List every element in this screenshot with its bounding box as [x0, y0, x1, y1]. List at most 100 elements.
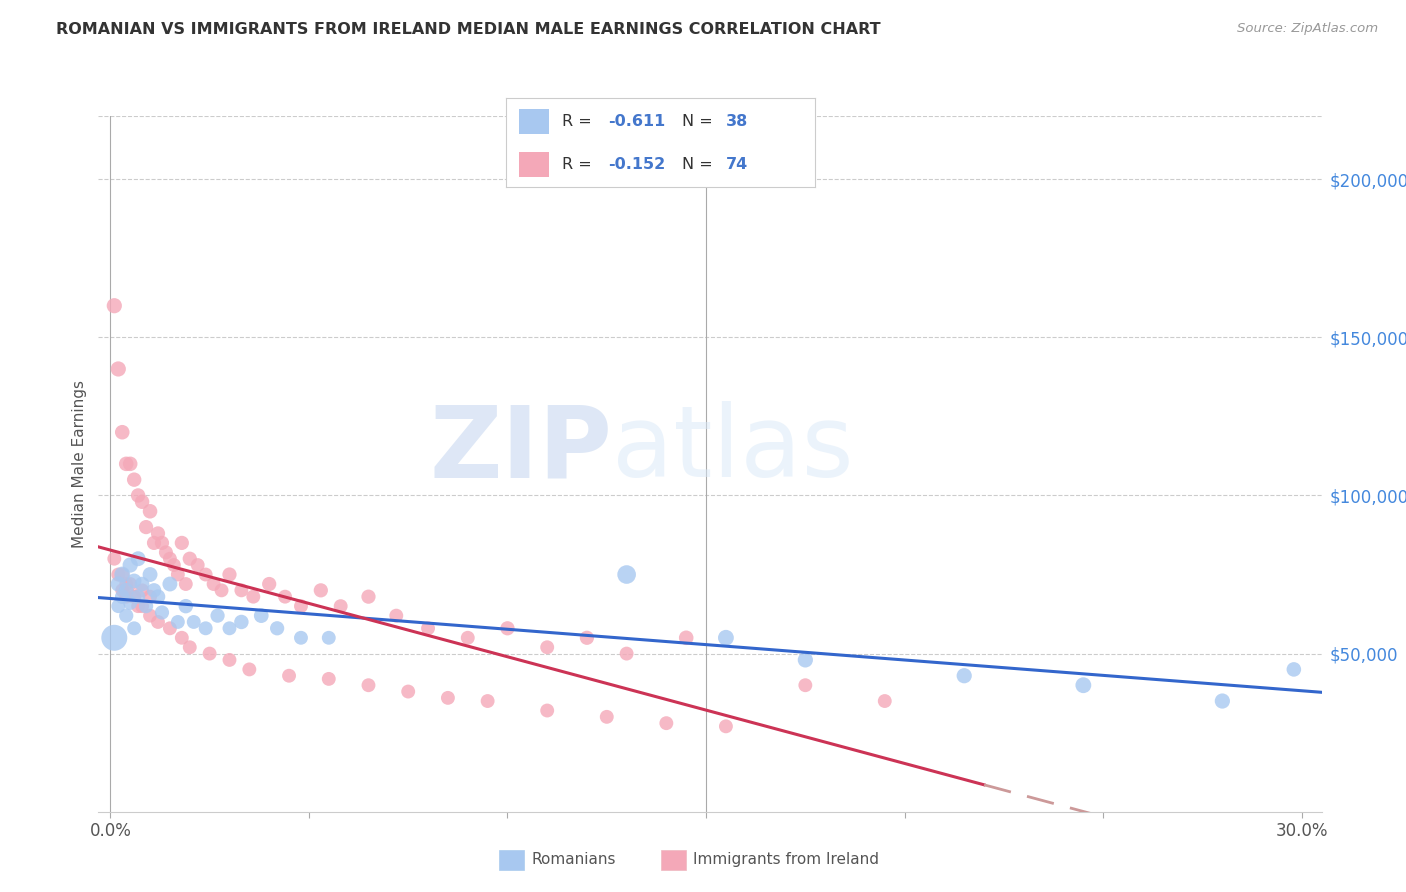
Point — [187, 558, 209, 572]
Point — [174, 577, 197, 591]
Point — [211, 583, 233, 598]
Point — [139, 567, 162, 582]
Point — [873, 694, 896, 708]
Text: atlas: atlas — [612, 401, 853, 499]
Point — [159, 577, 181, 591]
Point — [107, 362, 129, 376]
Point — [318, 631, 340, 645]
Bar — [519, 109, 550, 134]
Point — [714, 719, 737, 733]
Point — [218, 621, 240, 635]
Text: -0.611: -0.611 — [609, 114, 665, 128]
Point — [318, 672, 340, 686]
Point — [139, 504, 162, 518]
Point — [309, 583, 332, 598]
Point — [357, 590, 380, 604]
Point — [107, 599, 129, 614]
Text: N =: N = — [682, 157, 718, 171]
Point — [159, 621, 181, 635]
Point — [202, 577, 225, 591]
Point — [174, 599, 197, 614]
Point — [146, 526, 169, 541]
Point — [179, 640, 201, 655]
Point — [103, 299, 125, 313]
Point — [127, 599, 149, 614]
Point — [115, 608, 138, 623]
Text: R =: R = — [562, 157, 596, 171]
Text: ROMANIAN VS IMMIGRANTS FROM IRELAND MEDIAN MALE EARNINGS CORRELATION CHART: ROMANIAN VS IMMIGRANTS FROM IRELAND MEDI… — [56, 22, 882, 37]
Text: ZIP: ZIP — [429, 401, 612, 499]
Point — [150, 536, 173, 550]
Point — [231, 615, 253, 629]
Point — [290, 631, 312, 645]
Point — [183, 615, 205, 629]
Text: 74: 74 — [725, 157, 748, 171]
Point — [103, 631, 125, 645]
Point — [139, 608, 162, 623]
Point — [103, 551, 125, 566]
Point — [122, 590, 145, 604]
Point — [150, 606, 173, 620]
Point — [536, 704, 558, 718]
Point — [416, 621, 439, 635]
Point — [437, 690, 460, 705]
Point — [111, 590, 134, 604]
Point — [250, 608, 273, 623]
Point — [120, 596, 142, 610]
Bar — [519, 152, 550, 177]
Point — [122, 621, 145, 635]
Point — [127, 590, 149, 604]
Point — [1282, 662, 1305, 676]
Point — [122, 574, 145, 588]
Point — [107, 567, 129, 582]
Point — [115, 457, 138, 471]
Point — [290, 599, 312, 614]
Point — [396, 684, 419, 698]
Point — [131, 599, 153, 614]
Point — [127, 488, 149, 502]
Point — [155, 545, 177, 559]
Point — [115, 583, 138, 598]
Point — [207, 608, 229, 623]
Point — [131, 495, 153, 509]
Point — [115, 577, 138, 591]
Text: Source: ZipAtlas.com: Source: ZipAtlas.com — [1237, 22, 1378, 36]
Point — [120, 457, 142, 471]
Point — [218, 567, 240, 582]
Point — [131, 577, 153, 591]
Point — [675, 631, 697, 645]
Point — [794, 678, 817, 692]
Text: 38: 38 — [725, 114, 748, 128]
Point — [166, 567, 188, 582]
Y-axis label: Median Male Earnings: Median Male Earnings — [72, 380, 87, 548]
Point — [135, 599, 157, 614]
Point — [122, 590, 145, 604]
Point — [111, 425, 134, 440]
Text: N =: N = — [682, 114, 718, 128]
Point — [135, 520, 157, 534]
Point — [616, 567, 638, 582]
Point — [107, 577, 129, 591]
Point — [231, 583, 253, 598]
Point — [146, 615, 169, 629]
Point — [198, 647, 221, 661]
Point — [655, 716, 678, 731]
Point — [139, 590, 162, 604]
Point — [274, 590, 297, 604]
Point — [575, 631, 598, 645]
Point — [1211, 694, 1233, 708]
Point — [170, 536, 193, 550]
Point — [953, 669, 976, 683]
Point — [122, 473, 145, 487]
Point — [278, 669, 301, 683]
Point — [596, 710, 619, 724]
Point — [794, 653, 817, 667]
Point — [111, 567, 134, 582]
Point — [131, 583, 153, 598]
Point — [120, 558, 142, 572]
Point — [266, 621, 288, 635]
Point — [143, 583, 166, 598]
Point — [357, 678, 380, 692]
Point — [159, 551, 181, 566]
Point — [146, 590, 169, 604]
